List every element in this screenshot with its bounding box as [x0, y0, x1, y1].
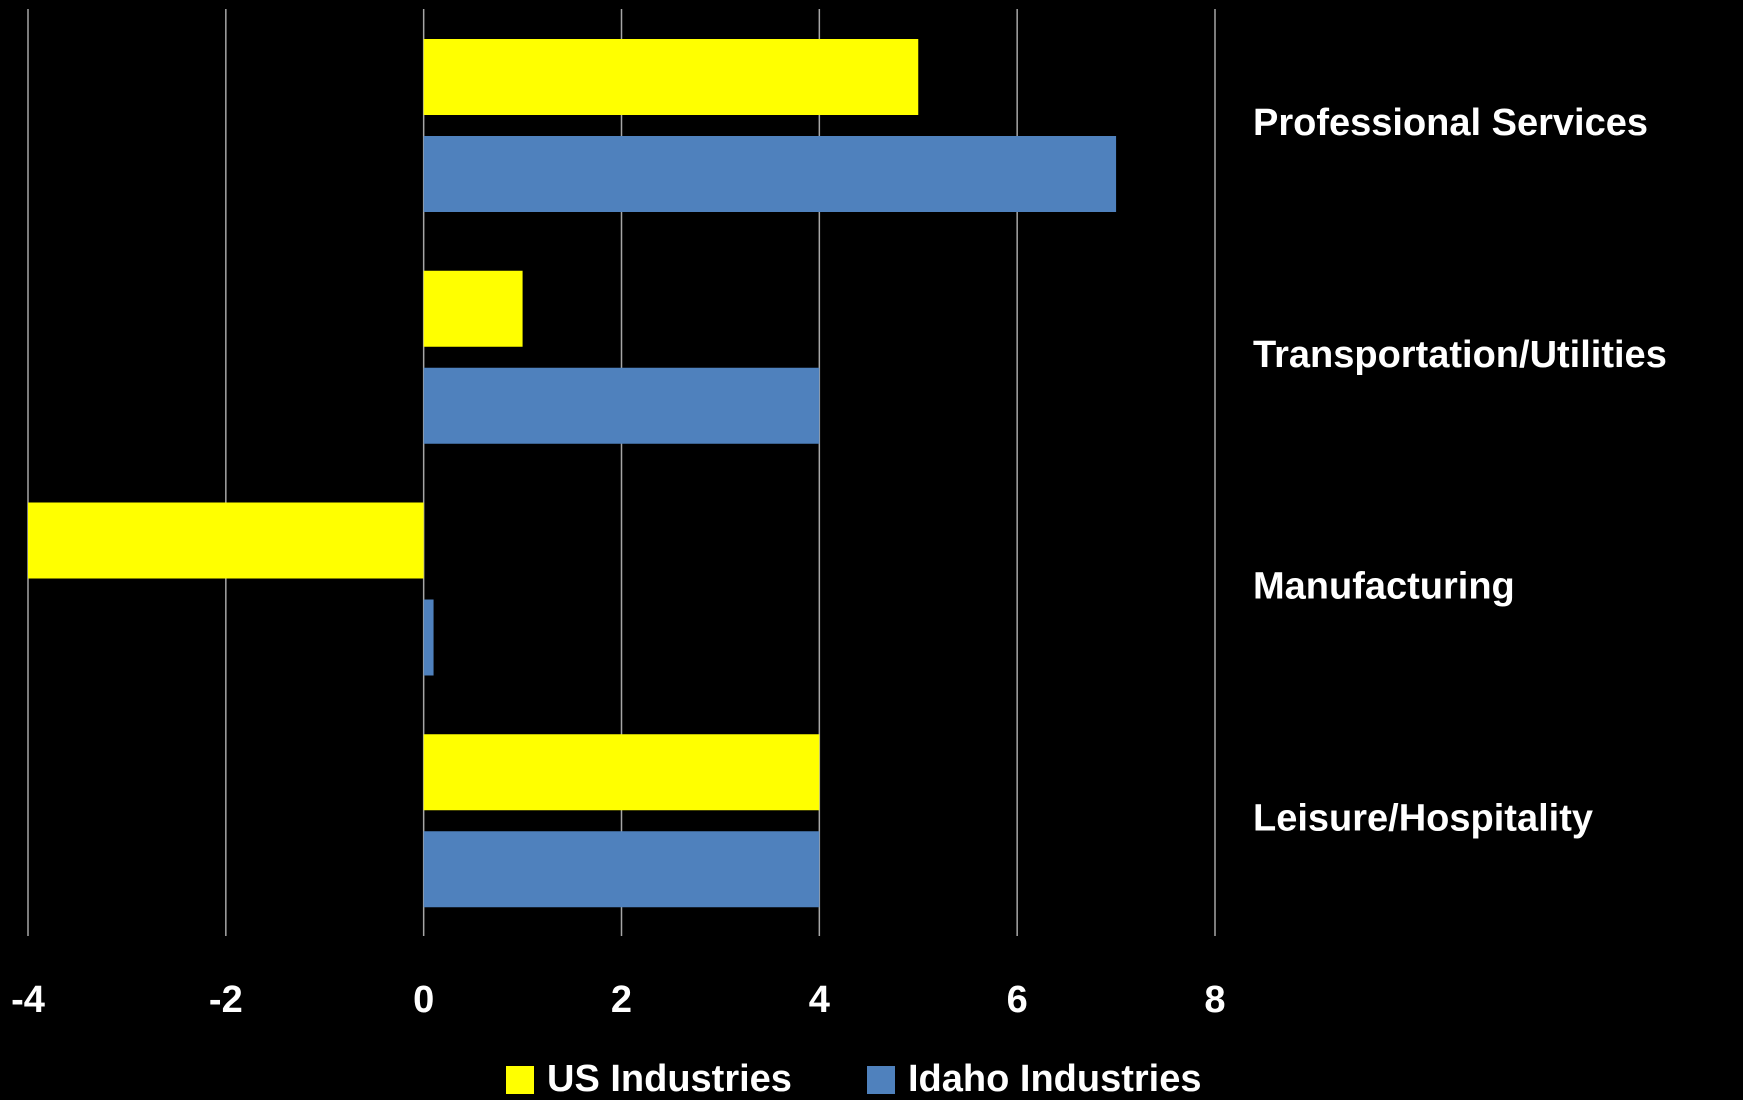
- legend-label: US Industries: [547, 1058, 792, 1100]
- x-tick-label: -4: [11, 979, 45, 1021]
- category-label: Professional Services: [1253, 102, 1648, 144]
- x-tick-label: 8: [1204, 979, 1225, 1021]
- legend-label: Idaho Industries: [908, 1058, 1201, 1100]
- bar: [423, 831, 820, 908]
- x-tick-label: 6: [1007, 979, 1028, 1021]
- legend-swatch: [506, 1066, 534, 1094]
- category-label: Manufacturing: [1253, 566, 1515, 608]
- bar: [423, 734, 820, 811]
- bar: [423, 39, 919, 115]
- x-tick-label: 0: [413, 979, 434, 1021]
- bar: [423, 599, 434, 676]
- x-tick-label: 2: [611, 979, 632, 1021]
- category-label: Leisure/Hospitality: [1253, 797, 1593, 839]
- bar: [423, 367, 820, 444]
- x-tick-label: 4: [809, 979, 830, 1021]
- category-label: Transportation/Utilities: [1253, 334, 1667, 376]
- legend-swatch: [867, 1066, 895, 1094]
- x-tick-label: -2: [209, 979, 243, 1021]
- bar: [423, 270, 523, 347]
- bar: [28, 502, 424, 579]
- bar: [423, 136, 1117, 212]
